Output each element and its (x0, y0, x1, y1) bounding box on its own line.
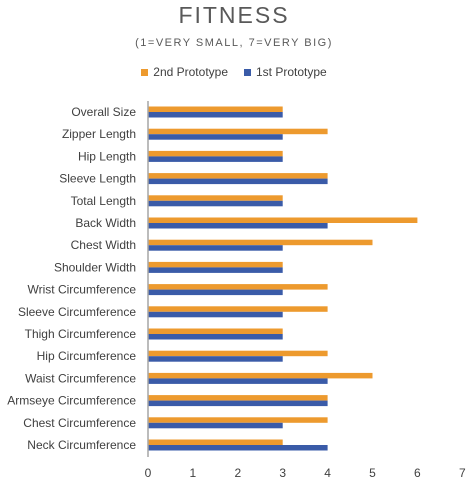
x-tick-label: 6 (414, 466, 421, 480)
legend-swatch-series-0 (141, 68, 149, 76)
x-tick-label: 3 (279, 466, 286, 480)
legend-item-series-1: 1st Prototype (244, 65, 327, 79)
bar-series-0 (148, 328, 283, 334)
bar-series-1 (148, 422, 283, 429)
legend-label-series-1: 1st Prototype (256, 65, 327, 79)
chart-legend: 2nd Prototype 1st Prototype (0, 65, 468, 79)
x-tick-label: 2 (234, 466, 241, 480)
bar-series-1 (148, 378, 328, 384)
category-label: Hip Circumference (37, 349, 137, 363)
bar-series-1 (148, 223, 328, 229)
bar-series-0 (148, 439, 283, 445)
bar-series-0 (148, 217, 418, 223)
category-label: Shoulder Width (54, 260, 136, 274)
bar-series-1 (148, 178, 328, 185)
bar-series-1 (148, 445, 328, 451)
legend-label-series-0: 2nd Prototype (153, 65, 228, 79)
bar-series-1 (148, 156, 283, 162)
legend-item-series-0: 2nd Prototype (141, 65, 228, 79)
bar-series-0 (148, 128, 328, 135)
bar-series-1 (148, 245, 283, 251)
bar-series-1 (148, 112, 283, 118)
bar-series-1 (148, 311, 283, 318)
x-tick-label: 0 (145, 466, 152, 480)
bar-series-1 (148, 267, 283, 273)
bar-series-0 (148, 306, 328, 312)
bar-series-1 (148, 289, 283, 296)
category-label: Overall Size (71, 105, 136, 119)
chart-title: FITNESS (178, 2, 290, 28)
category-label: Total Length (71, 194, 136, 208)
bar-series-0 (148, 239, 373, 246)
category-label: Neck Circumference (27, 438, 136, 452)
category-label: Armseye Circumference (7, 394, 136, 408)
category-label: Waist Circumference (25, 371, 136, 385)
x-tick-label: 1 (190, 466, 197, 480)
category-label: Zipper Length (62, 127, 136, 141)
bar-series-1 (148, 356, 283, 362)
x-tick-label: 4 (324, 466, 331, 480)
bar-series-0 (148, 395, 328, 401)
bar-series-0 (148, 106, 283, 112)
category-label: Thigh Circumference (25, 327, 137, 341)
bar-series-0 (148, 417, 328, 423)
bar-series-0 (148, 261, 283, 268)
category-label: Chest Circumference (23, 416, 136, 430)
category-label: Wrist Circumference (28, 283, 137, 297)
bar-series-0 (148, 350, 328, 357)
bar-series-1 (148, 334, 283, 340)
bar-series-1 (148, 134, 283, 140)
category-label: Sleeve Circumference (18, 305, 136, 319)
bar-series-0 (148, 173, 328, 179)
x-tick-label: 7 (459, 466, 466, 480)
bar-series-1 (148, 400, 328, 407)
category-label: Hip Length (78, 149, 136, 163)
bar-series-0 (148, 195, 283, 201)
legend-swatch-series-1 (244, 68, 251, 76)
bar-series-0 (148, 372, 373, 379)
x-tick-label: 5 (369, 466, 376, 480)
bar-series-1 (148, 200, 283, 207)
category-label: Sleeve Length (59, 172, 136, 186)
bar-series-0 (148, 284, 328, 290)
chart-subtitle: (1=VERY SMALL, 7=VERY BIG) (135, 37, 333, 49)
bar-series-0 (148, 150, 283, 157)
category-label: Chest Width (71, 238, 136, 252)
category-label: Back Width (75, 216, 136, 230)
